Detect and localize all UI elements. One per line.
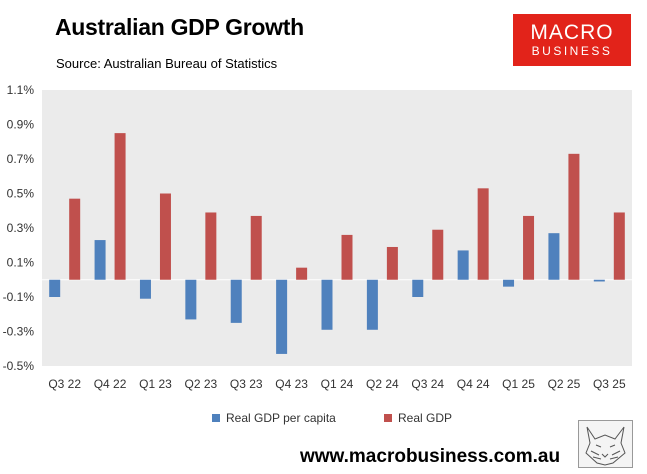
macrobusiness-logo[interactable]: MACRO BUSINESS — [513, 14, 631, 66]
legend-item-series-1: Real GDP per capita — [212, 411, 336, 425]
x-tick-label: Q3 23 — [230, 377, 263, 391]
chart-legend: Real GDP per capita Real GDP — [0, 411, 647, 427]
y-tick-label: 0.3% — [7, 221, 35, 235]
bar-series-1 — [185, 279, 197, 320]
y-tick-label: -0.5% — [3, 359, 35, 373]
x-tick-label: Q4 22 — [94, 377, 127, 391]
bar-series-2 — [159, 193, 171, 280]
bar-series-1 — [276, 279, 288, 354]
x-tick-label: Q2 23 — [184, 377, 217, 391]
y-tick-label: 0.5% — [7, 187, 35, 201]
x-tick-label: Q1 25 — [502, 377, 535, 391]
bar-series-2 — [250, 215, 262, 280]
bar-series-1 — [230, 279, 242, 323]
bar-series-1 — [593, 279, 605, 282]
y-tick-label: 0.9% — [7, 118, 35, 132]
logo-line-1: MACRO — [530, 21, 614, 44]
legend-label-series-1: Real GDP per capita — [226, 411, 336, 425]
bar-series-1 — [457, 250, 469, 280]
bar-series-2 — [568, 153, 580, 280]
legend-swatch-series-2 — [384, 414, 392, 422]
bar-series-2 — [386, 246, 398, 280]
bar-series-2 — [523, 215, 535, 280]
chart-title: Australian GDP Growth — [55, 14, 304, 40]
bar-series-2 — [477, 188, 489, 280]
x-tick-label: Q3 22 — [48, 377, 81, 391]
bar-series-2 — [296, 267, 308, 280]
bar-series-2 — [69, 198, 81, 280]
x-tick-label: Q3 25 — [593, 377, 626, 391]
bar-series-1 — [412, 279, 424, 297]
logo-line-2: BUSINESS — [531, 44, 613, 58]
x-tick-label: Q1 24 — [321, 377, 354, 391]
x-tick-label: Q3 24 — [411, 377, 444, 391]
bar-series-2 — [613, 212, 625, 280]
bar-series-1 — [49, 279, 61, 297]
legend-item-series-2: Real GDP — [384, 411, 452, 425]
x-tick-label: Q4 24 — [457, 377, 490, 391]
y-tick-label: -0.3% — [3, 325, 35, 339]
legend-swatch-series-1 — [212, 414, 220, 422]
bar-series-1 — [366, 279, 378, 330]
fox-sketch-icon — [578, 420, 633, 468]
plot-area — [42, 90, 632, 366]
bar-series-1 — [548, 233, 560, 280]
legend-label-series-2: Real GDP — [398, 411, 453, 425]
y-tick-label: 1.1% — [7, 83, 35, 97]
y-tick-label: 0.1% — [7, 256, 35, 270]
bar-series-1 — [94, 240, 106, 280]
bar-series-2 — [205, 212, 217, 280]
x-tick-label: Q2 25 — [548, 377, 581, 391]
bar-series-2 — [341, 234, 353, 280]
bar-series-1 — [503, 279, 515, 287]
footer-url: www.macrobusiness.com.au — [300, 446, 561, 467]
bar-series-2 — [114, 133, 126, 280]
bar-series-2 — [432, 229, 444, 280]
x-tick-label: Q1 23 — [139, 377, 172, 391]
y-tick-label: -0.1% — [3, 290, 35, 304]
bar-series-1 — [321, 279, 333, 330]
y-tick-label: 0.7% — [7, 152, 35, 166]
chart-source: Source: Australian Bureau of Statistics — [56, 56, 278, 71]
bar-series-1 — [139, 279, 151, 299]
x-tick-label: Q2 24 — [366, 377, 399, 391]
x-tick-label: Q4 23 — [275, 377, 308, 391]
